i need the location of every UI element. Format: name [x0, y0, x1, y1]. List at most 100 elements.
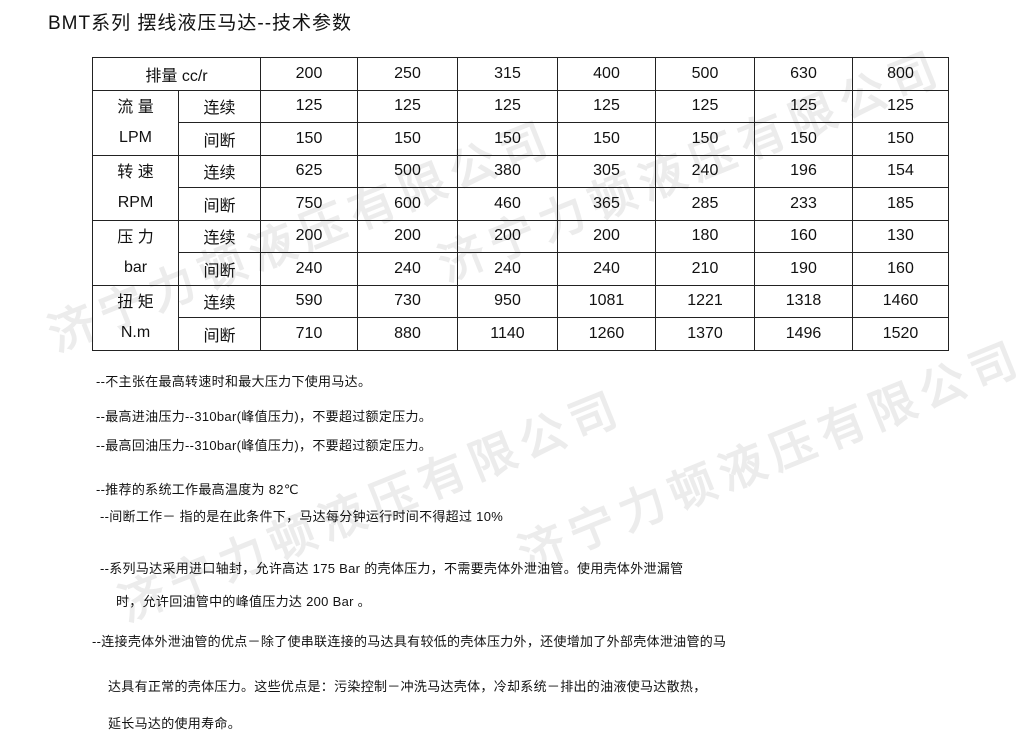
table-cell: 190	[754, 252, 853, 286]
table-cell: 125	[260, 89, 358, 123]
table-cell: 305	[557, 154, 656, 188]
table-cell: 1260	[557, 317, 656, 351]
table-cell: 196	[754, 154, 853, 188]
table-cell: 1318	[754, 284, 853, 318]
note-line: --不主张在最高转速时和最大压力下使用马达。	[96, 374, 372, 389]
table-cell: 240	[457, 252, 558, 286]
table-cell: 710	[260, 317, 358, 351]
note-line: 时，允许回油管中的峰值压力达 200 Bar 。	[116, 594, 371, 609]
table-cell: 240	[260, 252, 358, 286]
header-row: 排量 cc/r 200 250 315 400 500 630 800	[92, 57, 949, 91]
table-cell: 125	[457, 89, 558, 123]
table-cell: 150	[852, 122, 949, 156]
table-cell: 130	[852, 219, 949, 253]
table-cell: 150	[557, 122, 656, 156]
table-cell: 154	[852, 154, 949, 188]
table-cell: 200	[357, 219, 458, 253]
table-cell: 210	[655, 252, 755, 286]
note-line: 延长马达的使用寿命。	[108, 716, 242, 731]
table-cell: 460	[457, 187, 558, 221]
table-cell: 150	[754, 122, 853, 156]
displacement-value: 630	[754, 57, 853, 91]
note-line: --连接壳体外泄油管的优点－除了使串联连接的马达具有较低的壳体压力外，还使增加了…	[92, 634, 727, 649]
table-cell: 150	[357, 122, 458, 156]
group-unit: RPM	[117, 193, 154, 211]
table-row: 扭 矩 N.m 连续 590 730 950 1081 1221 1318 1460	[92, 284, 949, 351]
page-title: BMT系列 摆线液压马达--技术参数	[48, 13, 353, 34]
group-name: 扭 矩	[117, 293, 154, 311]
row-label: 间断	[178, 122, 261, 156]
group-label: 转 速 RPM	[92, 154, 179, 221]
table-row: 间断 750 600 460 365 285 233 185	[93, 187, 949, 221]
table-cell: 125	[754, 89, 853, 123]
table-cell: 200	[260, 219, 358, 253]
group-unit: bar	[123, 258, 148, 276]
spec-table: 排量 cc/r 200 250 315 400 500 630 800 流 量 LPM 连续 12…	[92, 57, 949, 351]
table-cell: 150	[260, 122, 358, 156]
table-cell: 125	[655, 89, 755, 123]
row-label: 间断	[178, 187, 261, 221]
note-line: --间断工作－ 指的是在此条件下，马达每分钟运行时间不得超过 10%	[100, 509, 504, 524]
table-cell: 150	[655, 122, 755, 156]
table-cell: 180	[655, 219, 755, 253]
table-cell: 150	[457, 122, 558, 156]
table-cell: 125	[557, 89, 656, 123]
table-cell: 185	[852, 187, 949, 221]
displacement-value: 500	[655, 57, 755, 91]
group-unit: N.m	[120, 323, 151, 341]
table-cell: 240	[557, 252, 656, 286]
group-label: 扭 矩 N.m	[92, 284, 179, 351]
table-cell: 380	[457, 154, 558, 188]
table-cell: 950	[457, 284, 558, 318]
watermark: 济宁力顿液压有限公司	[511, 330, 1021, 582]
displacement-value: 315	[457, 57, 558, 91]
note-line: --最高进油压力--310bar(峰值压力)，不要超过额定压力。	[96, 409, 433, 424]
table-cell: 200	[457, 219, 558, 253]
note-line: 达具有正常的壳体压力。这些优点是：污染控制－冲洗马达壳体，冷却系统－排出的油液使…	[108, 679, 707, 694]
table-row: 间断 150 150 150 150 150 150 150	[93, 122, 949, 156]
row-label: 连续	[178, 219, 261, 253]
table-cell: 625	[260, 154, 358, 188]
table-cell: 1140	[457, 317, 558, 351]
table-cell: 600	[357, 187, 458, 221]
note-line: --最高回油压力--310bar(峰值压力)，不要超过额定压力。	[96, 438, 433, 453]
group-label: 压 力 bar	[92, 219, 179, 286]
table-row: 间断 710 880 1140 1260 1370 1496 1520	[93, 317, 949, 351]
displacement-value: 400	[557, 57, 656, 91]
displacement-value: 200	[260, 57, 358, 91]
displacement-value: 250	[357, 57, 458, 91]
table-cell: 160	[852, 252, 949, 286]
table-cell: 125	[357, 89, 458, 123]
table-cell: 880	[357, 317, 458, 351]
table-cell: 1370	[655, 317, 755, 351]
table-cell: 1520	[852, 317, 949, 351]
note-line: --系列马达采用进口轴封，允许高达 175 Bar 的壳体压力，不需要壳体外泄油…	[100, 561, 684, 576]
note-line: --推荐的系统工作最高温度为 82℃	[96, 482, 299, 497]
displacement-label: 排量 cc/r	[92, 57, 261, 91]
table-row: 转 速 RPM 连续 625 500 380 305 240 196 154	[92, 154, 949, 221]
row-label: 间断	[178, 317, 261, 351]
row-label: 连续	[178, 89, 261, 123]
table-row: 流 量 LPM 连续 125 125 125 125 125 125 125	[92, 89, 949, 156]
group-unit: LPM	[119, 128, 152, 146]
group-name: 压 力	[117, 228, 154, 246]
table-row: 压 力 bar 连续 200 200 200 200 180 160 130	[92, 219, 949, 286]
group-name: 转 速	[117, 163, 154, 181]
table-row: 间断 240 240 240 240 210 190 160	[93, 252, 949, 286]
row-label: 连续	[178, 154, 261, 188]
row-label: 间断	[178, 252, 261, 286]
table-cell: 730	[357, 284, 458, 318]
table-cell: 590	[260, 284, 358, 318]
table-cell: 1496	[754, 317, 853, 351]
table-cell: 500	[357, 154, 458, 188]
table-cell: 240	[655, 154, 755, 188]
table-cell: 1081	[557, 284, 656, 318]
table-cell: 200	[557, 219, 656, 253]
group-name: 流 量	[117, 98, 154, 116]
group-label: 流 量 LPM	[92, 89, 179, 156]
table-cell: 125	[852, 89, 949, 123]
table-cell: 1460	[852, 284, 949, 318]
table-cell: 750	[260, 187, 358, 221]
table-cell: 233	[754, 187, 853, 221]
table-cell: 285	[655, 187, 755, 221]
